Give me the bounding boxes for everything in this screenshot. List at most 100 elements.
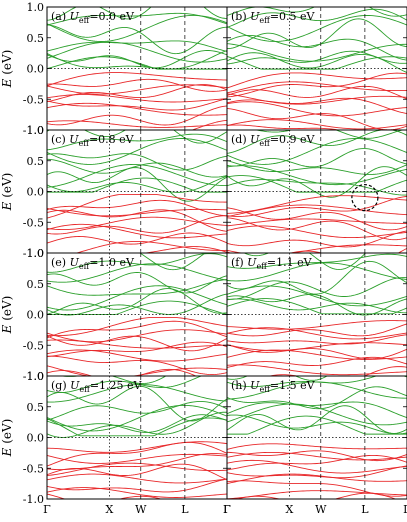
valence-band-15 — [47, 223, 227, 239]
panel-id: (d) — [231, 133, 250, 146]
panel-id: (c) — [51, 133, 69, 146]
y-axis-label-unit: (eV) — [0, 50, 14, 79]
valence-band-18 — [47, 368, 197, 376]
valence-band-12 — [47, 209, 227, 232]
y-axis-label: E (eV) — [0, 50, 14, 89]
panel-id: (e) — [51, 256, 70, 269]
panel-label: (f) Ueff=1.1 eV — [231, 256, 313, 271]
conduction-band-3 — [227, 165, 407, 186]
bands-group — [47, 130, 227, 253]
conduction-band-5 — [47, 272, 227, 294]
y-axis-label-var: E — [0, 78, 14, 88]
valence-band-9 — [227, 72, 407, 89]
panel-sub: eff — [259, 139, 271, 148]
conduction-band-7 — [227, 253, 407, 269]
valence-band-10 — [227, 195, 407, 217]
valence-band-12 — [47, 335, 227, 352]
conduction-band-8 — [227, 7, 407, 17]
y-axis-label-unit: (eV) — [0, 419, 14, 448]
valence-band-14 — [47, 463, 227, 481]
panel-d: (d) Ueff=0.9 eV — [226, 129, 407, 254]
panel-f: (f) Ueff=1.1 eV — [226, 252, 407, 377]
valence-band-15 — [47, 102, 227, 116]
panel-frame — [226, 375, 407, 500]
valence-band-14 — [47, 98, 227, 111]
conduction-band-7 — [47, 12, 227, 26]
kpath-label: Γ — [43, 503, 51, 516]
valence-band-16 — [227, 108, 407, 130]
valence-band-10 — [47, 320, 227, 339]
valence-band-18 — [227, 247, 407, 253]
conduction-band-1 — [47, 293, 227, 316]
conduction-band-0 — [227, 175, 407, 193]
kpath-label: W — [315, 503, 327, 516]
y-axis-label-unit: (eV) — [0, 173, 14, 202]
conduction-band-5 — [227, 148, 407, 168]
valence-band-16 — [227, 230, 407, 248]
valence-band-15 — [227, 225, 407, 239]
conduction-band-2 — [227, 166, 407, 198]
valence-band-10 — [47, 441, 227, 467]
valence-band-14 — [47, 215, 227, 235]
valence-band-16 — [47, 478, 227, 493]
panel-sub: eff — [79, 262, 91, 271]
conduction-band-4 — [227, 277, 407, 300]
bands-group — [47, 253, 227, 376]
valence-band-14 — [227, 344, 407, 360]
valence-band-13 — [227, 459, 407, 474]
conduction-band-3 — [227, 403, 407, 426]
panel-id: (h) — [231, 379, 250, 392]
conduction-band-6 — [227, 138, 407, 165]
panel-label: (g) Ueff=1.25 eV — [51, 379, 143, 394]
conduction-band-0 — [227, 298, 407, 315]
conduction-band-3 — [47, 285, 227, 311]
valence-band-14 — [47, 341, 227, 358]
valence-band-10 — [47, 199, 227, 217]
valence-band-10 — [227, 72, 407, 98]
ytick-label: 0.0 — [27, 186, 45, 199]
valence-band-9 — [47, 72, 227, 87]
panel-value: =0.5 eV — [270, 10, 316, 23]
highlight-circle — [351, 184, 379, 212]
conduction-band-2 — [227, 405, 407, 434]
conduction-band-4 — [227, 401, 407, 419]
valence-band-16 — [47, 232, 227, 245]
ytick-label: 1.0 — [27, 1, 45, 14]
ytick-label: -1.0 — [23, 370, 44, 383]
conduction-band-8 — [47, 130, 227, 144]
conduction-band-7 — [227, 130, 407, 154]
valence-band-13 — [47, 94, 227, 103]
panel-frame — [226, 6, 407, 131]
conduction-band-0 — [47, 417, 227, 437]
panel-frame — [46, 375, 228, 500]
valence-band-18 — [141, 246, 227, 253]
conduction-band-7 — [227, 376, 378, 388]
panel-value: =0.0 eV — [89, 10, 135, 23]
kpath-label: Γ — [223, 503, 231, 516]
valence-band-13 — [227, 218, 407, 227]
y-axis-label: E (eV) — [0, 296, 14, 335]
valence-band-10 — [47, 78, 227, 92]
ytick-label: -1.0 — [23, 124, 44, 137]
valence-band-18 — [227, 124, 342, 130]
ytick-label: -1.0 — [23, 247, 44, 260]
conduction-band-1 — [227, 298, 407, 314]
valence-band-17 — [227, 119, 407, 130]
valence-band-17 — [227, 244, 407, 253]
panel-g: 1.0 0.5 0.0 -0.5 -1.0 E (eV) (g) Ueff=1.25 eV Γ… — [0, 370, 231, 516]
conduction-band-6 — [227, 262, 407, 282]
y-axis-label: E (eV) — [0, 173, 14, 212]
conduction-band-2 — [227, 50, 407, 65]
ytick-label: 1.0 — [27, 124, 45, 137]
conduction-band-8 — [227, 376, 407, 381]
panel-value: =1.0 eV — [89, 256, 135, 269]
panel-sub: eff — [259, 385, 271, 394]
conduction-band-6 — [47, 384, 227, 403]
conduction-band-3 — [227, 285, 407, 307]
valence-band-18 — [267, 366, 407, 376]
conduction-band-1 — [227, 52, 407, 73]
bands-group — [227, 253, 407, 376]
valence-band-15 — [47, 473, 227, 484]
panel-var: U — [70, 256, 80, 269]
panel-var: U — [250, 10, 260, 23]
